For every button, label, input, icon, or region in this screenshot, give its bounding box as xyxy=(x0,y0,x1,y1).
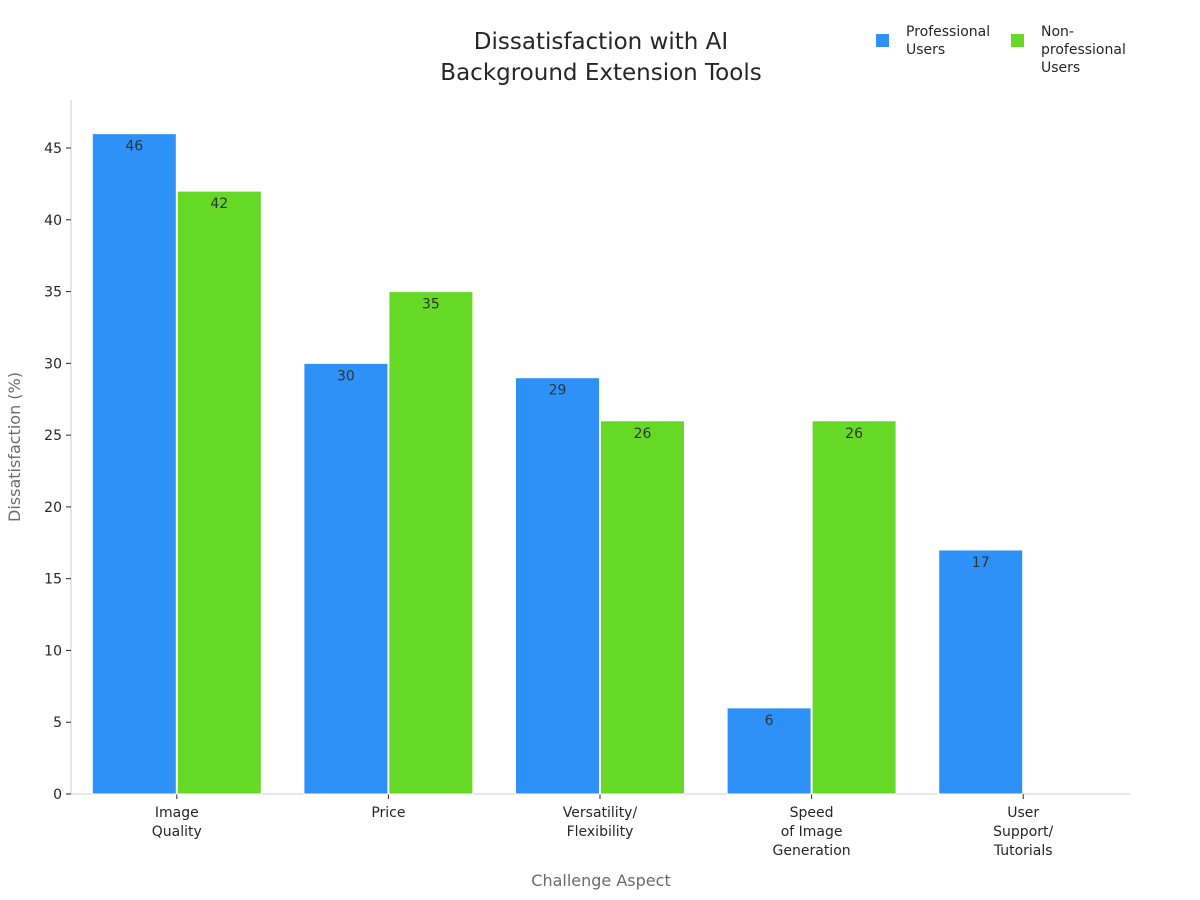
bar-value-label: 35 xyxy=(422,297,440,313)
bar xyxy=(91,133,177,795)
y-tick-label: 35 xyxy=(44,285,62,301)
bar-value-label: 26 xyxy=(634,426,652,442)
x-tick-label: Speed of Image Generation xyxy=(773,805,851,859)
bar xyxy=(515,377,600,795)
y-tick-label: 5 xyxy=(53,715,62,731)
bar-value-label: 30 xyxy=(337,368,355,384)
x-tick-label: Price xyxy=(371,805,405,821)
bar xyxy=(726,707,812,795)
legend-swatch xyxy=(1011,34,1024,47)
chart-title: Dissatisfaction with AI Background Extens… xyxy=(440,29,761,86)
legend-entry: Professional Users xyxy=(906,24,990,58)
x-tick-label: User Support/Tutorials xyxy=(993,805,1054,859)
x-tick-label: Versatility/Flexibility xyxy=(563,805,638,840)
bar-value-label: 29 xyxy=(549,383,567,399)
y-tick-label: 10 xyxy=(44,643,62,659)
y-tick-label: 25 xyxy=(44,428,62,444)
bar xyxy=(938,549,1024,795)
legend-entry: Non-professional Users xyxy=(1041,24,1126,76)
y-tick-label: 30 xyxy=(44,356,62,372)
bar xyxy=(303,362,389,795)
y-tick-label: 15 xyxy=(44,572,62,588)
bar-value-label: 26 xyxy=(845,426,863,442)
y-tick-label: 0 xyxy=(53,787,62,803)
y-tick-label: 45 xyxy=(44,141,62,157)
chart-title-text: Dissatisfaction with AI Background Extens… xyxy=(440,29,761,86)
bar-value-labels: 46 42 30 35 29 26 6 26 17 xyxy=(125,139,989,729)
y-tick-label: 40 xyxy=(44,213,62,229)
bar xyxy=(811,420,897,795)
bar-value-label: 42 xyxy=(210,196,228,212)
bar xyxy=(176,190,262,795)
bar-value-label: 6 xyxy=(765,713,774,729)
legend: Professional Users Non-professional Users xyxy=(876,24,1126,76)
x-axis-label: Challenge Aspect xyxy=(531,871,670,890)
bar xyxy=(600,420,685,795)
bar xyxy=(388,291,474,795)
legend-swatch xyxy=(876,34,889,47)
bar-value-label: 46 xyxy=(125,139,143,155)
x-tick-label: Image Quality xyxy=(152,805,202,840)
bars xyxy=(91,133,1024,795)
y-tick-label: 20 xyxy=(44,500,62,516)
bar-value-label: 17 xyxy=(972,555,990,571)
y-axis-label: Dissatisfaction (%) xyxy=(5,372,24,522)
axes: 0 5 10 15 20 25 30 35 40 45 Image Quality Price Versa… xyxy=(5,100,1130,890)
